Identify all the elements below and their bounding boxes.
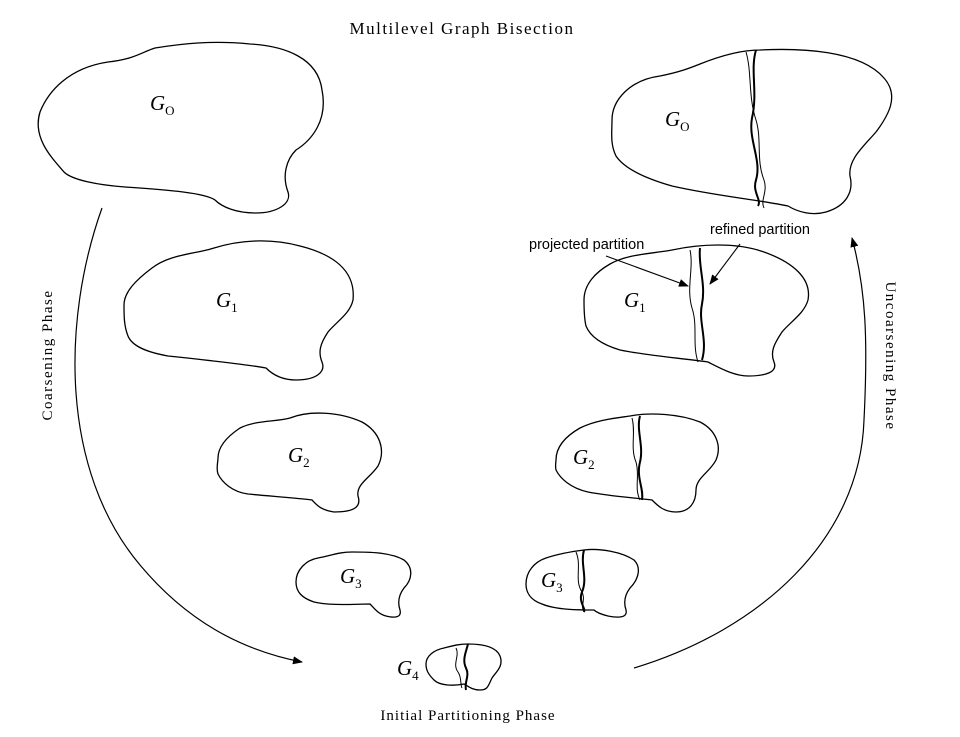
graph-blob-left-g1 <box>123 240 354 381</box>
graph-blob-left-g3 <box>295 551 412 618</box>
graph-label-right-g0: GO <box>665 107 690 134</box>
partition-line-right-g3-thick <box>579 549 586 613</box>
partition-line-g4-thick <box>463 643 469 691</box>
partition-line-right-g1-thick <box>698 247 705 361</box>
graph-label-g4: G4 <box>397 656 419 683</box>
initial-partitioning-phase-label: Initial Partitioning Phase <box>380 708 555 724</box>
graph-label-right-g1: G1 <box>624 288 646 315</box>
graph-blob-left-g0 <box>37 41 324 214</box>
arrow-projected-partition <box>605 255 689 287</box>
partition-line-right-g1-thin <box>689 249 699 363</box>
partition-line-right-g2-thick <box>637 415 644 501</box>
uncoarsening-phase-label: Uncoarsening Phase <box>882 281 898 430</box>
graph-blob-left-g2 <box>216 412 383 513</box>
graph-label-left-g2: G2 <box>288 443 310 470</box>
coarsening-phase-label: Coarsening Phase <box>40 289 56 420</box>
graph-blob-right-g0 <box>611 48 893 215</box>
partition-line-g4-thin <box>455 647 463 689</box>
partition-line-right-g0-thick <box>750 49 760 207</box>
graph-blob-right-g1 <box>583 244 810 377</box>
graph-label-left-g3: G3 <box>340 564 362 591</box>
arrow-refined-partition <box>709 243 741 285</box>
partition-line-right-g0-thin <box>745 51 766 209</box>
coarsening-arc <box>74 207 303 665</box>
graph-blob-g4 <box>425 643 502 691</box>
graph-label-left-g1: G1 <box>216 288 238 315</box>
diagram-title: Multilevel Graph Bisection <box>349 19 574 38</box>
annotation-projected-partition: projected partition <box>529 237 644 253</box>
graph-blob-right-g2 <box>554 413 719 513</box>
graph-label-right-g2: G2 <box>573 445 595 472</box>
partition-line-right-g2-thin <box>631 417 641 501</box>
graph-blob-right-g3 <box>525 548 640 618</box>
uncoarsening-arc <box>633 237 867 669</box>
graph-label-left-g0: GO <box>150 91 175 118</box>
graph-label-right-g3: G3 <box>541 568 563 595</box>
annotation-refined-partition: refined partition <box>710 222 810 238</box>
